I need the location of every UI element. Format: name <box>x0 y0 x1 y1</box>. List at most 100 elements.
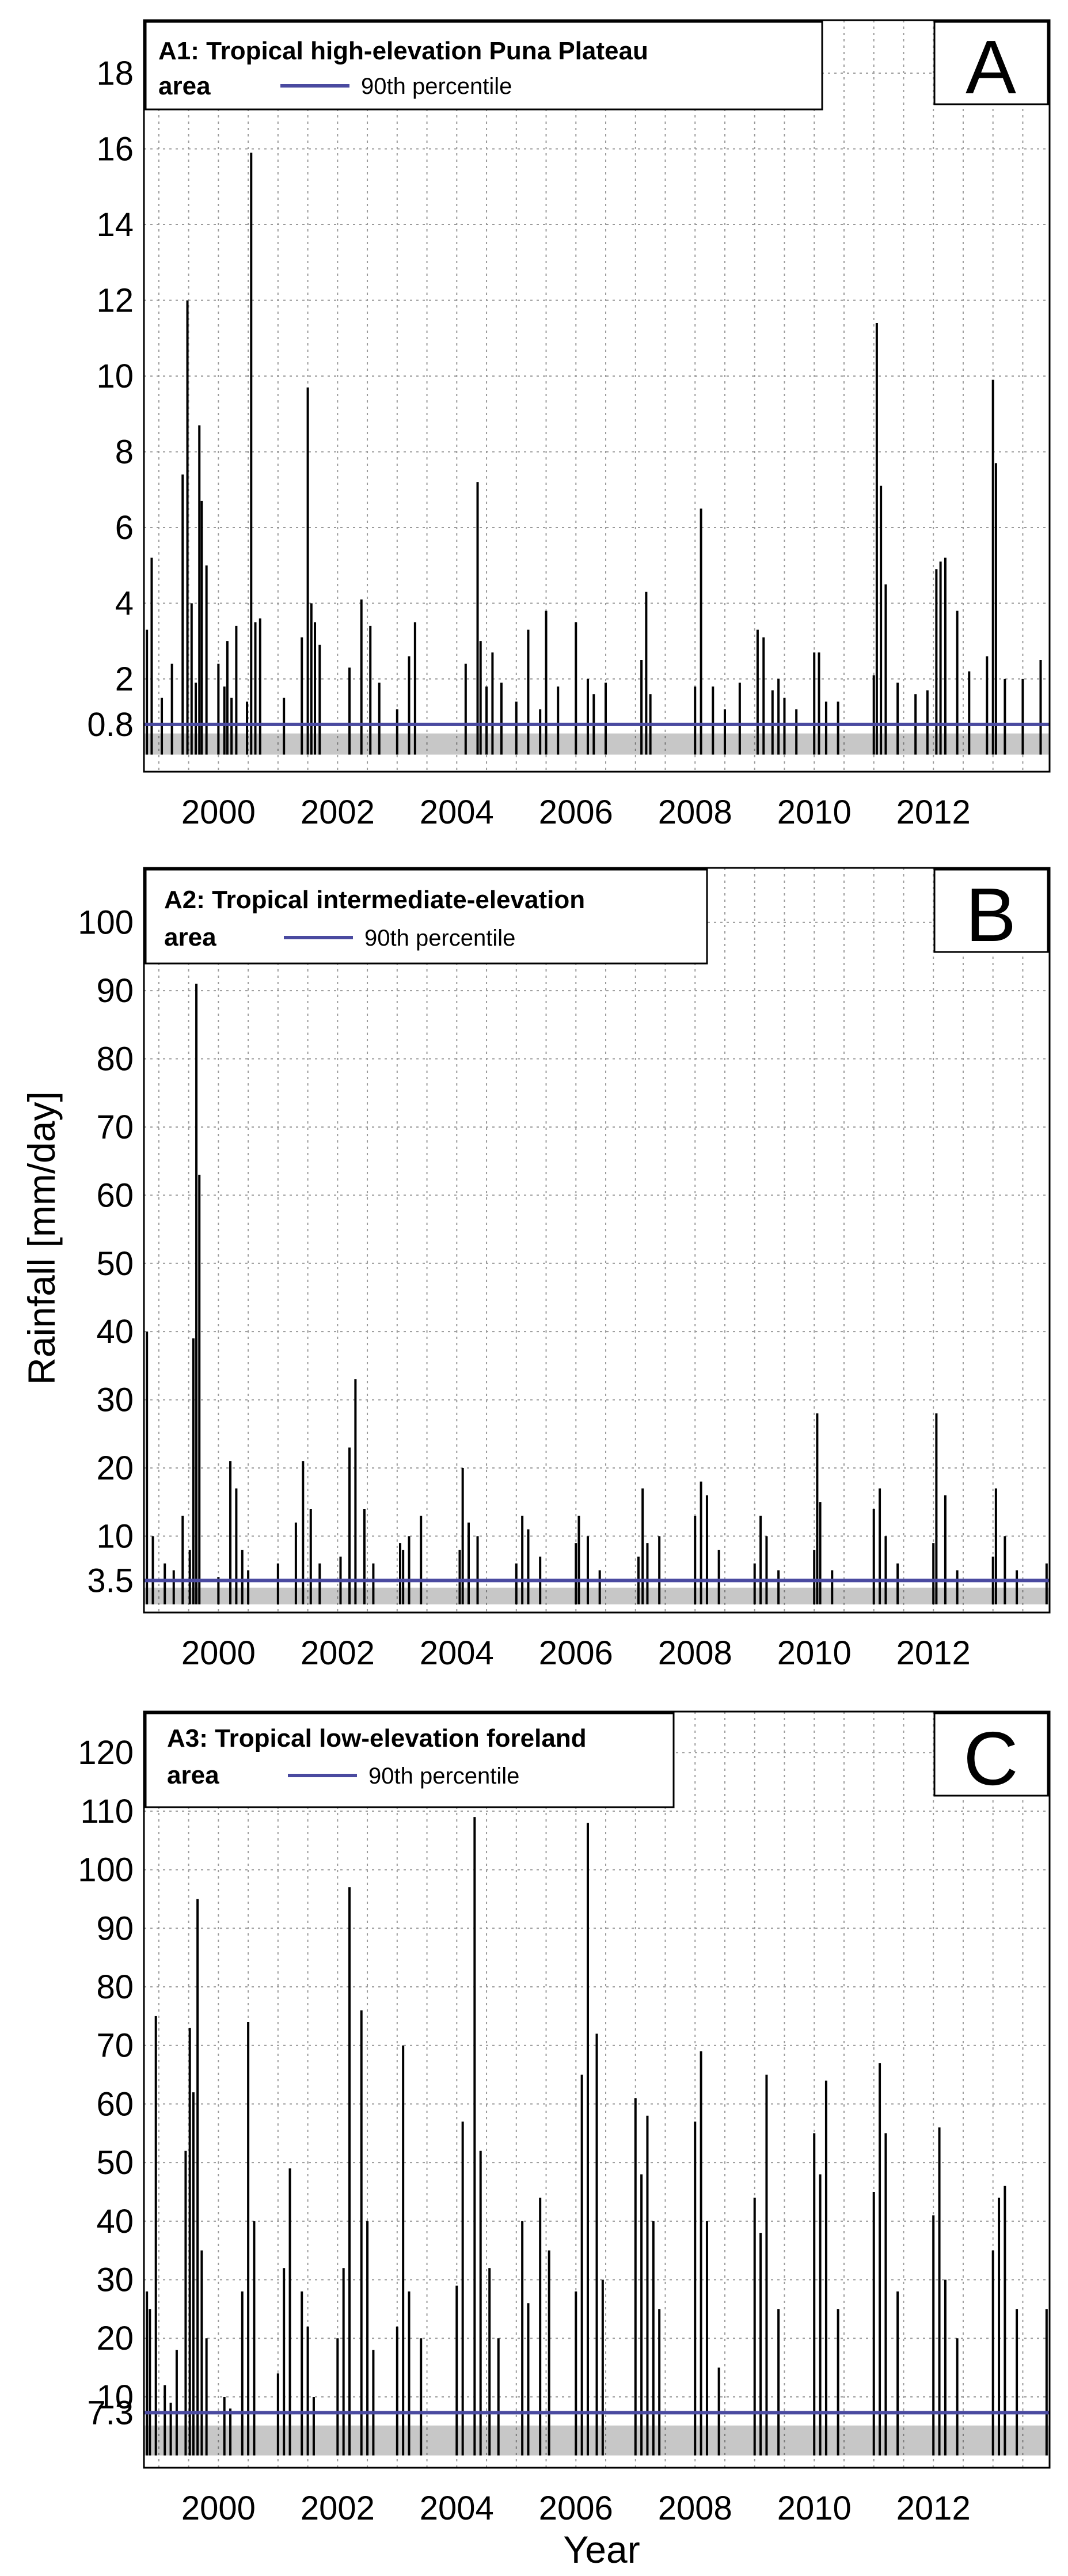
panel-a-title-line2: area <box>158 72 211 100</box>
panel-b-y-tick-label: 50 <box>96 1245 134 1283</box>
panel-c-x-ticks: 2000 2002 2004 2006 2008 2010 2012 <box>181 2490 971 2527</box>
panel-c-title-line2: area <box>167 1761 219 1789</box>
panel-a-y-tick-label: 18 <box>96 55 134 92</box>
panel-a-y-tick-label: 10 <box>96 358 134 395</box>
panel-b-y-tick-label: 20 <box>96 1450 134 1487</box>
panel-a-legend-label: 90th percentile <box>361 74 512 99</box>
panel-a-y-tick-label: 16 <box>96 131 134 168</box>
panel-a-y-tick-label: 6 <box>115 509 134 547</box>
panel-b-low-rainfall-band <box>145 1587 1049 1604</box>
panel-b-x-tick-label: 2010 <box>777 1634 852 1672</box>
panel-c-y-tick-label: 120 <box>78 1734 134 1771</box>
panel-c-x-tick-label: 2000 <box>181 2490 256 2527</box>
panel-c-legend: A3: Tropical low-elevation foreland area… <box>145 1712 675 1808</box>
panel-a-y-tick-label: 2 <box>115 661 134 698</box>
panel-a-y-ticks: 0.8 2 4 6 8 10 12 14 16 18 <box>87 55 134 743</box>
panel-b-x-tick-label: 2004 <box>420 1634 494 1672</box>
panel-c-letter: C <box>963 1716 1018 1801</box>
panel-a-x-tick-label: 2004 <box>420 794 494 831</box>
panel-a-y-tick-label: 8 <box>115 433 134 471</box>
panel-b-y-tick-label: 40 <box>96 1313 134 1350</box>
panel-b-legend: A2: Tropical intermediate-elevation area… <box>145 868 708 965</box>
panel-a-x-ticks: 2000 2002 2004 2006 2008 2010 2012 <box>181 794 971 831</box>
panel-a-title: A1: Tropical high-elevation Puna Plateau <box>158 37 648 65</box>
panel-a-y-tick-label: 12 <box>96 282 134 319</box>
panel-c-y-tick-label: 60 <box>96 2085 134 2123</box>
panel-b-y-ticks: 3.5 10 20 30 40 50 60 70 80 90 100 <box>78 904 134 1600</box>
panel-c-frame <box>143 1710 1051 2469</box>
panel-a-bars <box>145 153 1049 755</box>
panel-c-y-tick-label: 7.3 <box>87 2394 134 2431</box>
panel-b-legend-box <box>145 868 708 965</box>
panel-a-letter-box: A <box>933 21 1049 109</box>
panel-a-x-tick-label: 2006 <box>539 794 613 831</box>
panel-b-title-line2: area <box>164 923 216 951</box>
panel-c-y-tick-label: 40 <box>96 2203 134 2240</box>
panel-c-y-tick-label: 90 <box>96 1910 134 1947</box>
panel-c-letter-frame <box>933 1712 1049 1797</box>
panel-a-legend: A1: Tropical high-elevation Puna Plateau… <box>145 21 823 111</box>
panel-b-y-tick-label: 60 <box>96 1177 134 1214</box>
panel-c-x-tick-label: 2006 <box>539 2490 613 2527</box>
panel-c-y-tick-label: 20 <box>96 2320 134 2357</box>
panel-c-letter-box: C <box>933 1712 1049 1801</box>
panel-a-x-tick-label: 2002 <box>301 794 375 831</box>
panel-c-x-tick-label: 2012 <box>896 2490 971 2527</box>
panel-a-x-tick-label: 2012 <box>896 794 971 831</box>
panel-c-x-tick-label: 2010 <box>777 2490 852 2527</box>
panel-c-x-tick-label: 2008 <box>658 2490 732 2527</box>
panel-b-title: A2: Tropical intermediate-elevation <box>164 886 585 914</box>
panel-a-letter-frame <box>933 21 1049 105</box>
panel-b-letter: B <box>966 872 1016 957</box>
panel-c-y-ticks: 7.310 20 30 40 50 60 70 80 90 100 110 120 <box>78 1734 134 2431</box>
panel-a-legend-box <box>145 21 823 111</box>
panel-b-x-tick-label: 2006 <box>539 1634 613 1672</box>
panel-b-x-tick-label: 2002 <box>301 1634 375 1672</box>
panel-a-x-tick-label: 2000 <box>181 794 256 831</box>
panel-b-frame <box>143 867 1051 1614</box>
panel-b-y-tick-label: 3.5 <box>87 1562 134 1599</box>
panel-c-title: A3: Tropical low-elevation foreland <box>167 1724 587 1752</box>
panel-b-grid <box>144 868 1050 1613</box>
panel-b-x-tick-label: 2008 <box>658 1634 732 1672</box>
panel-b-x-tick-label: 2012 <box>896 1634 971 1672</box>
y-axis-title: Rainfall [mm/day] <box>20 1091 63 1385</box>
panel-a-y-tick-label: 0.8 <box>87 706 134 743</box>
panel-b-y-tick-label: 30 <box>96 1382 134 1419</box>
panel-a-y-tick-label: 14 <box>96 206 134 244</box>
panel-c-y-tick-label: 70 <box>96 2027 134 2065</box>
panel-a-x-tick-label: 2010 <box>777 794 852 831</box>
panel-c-legend-box <box>145 1712 675 1808</box>
panel-c-x-tick-label: 2004 <box>420 2490 494 2527</box>
panel-b-x-tick-label: 2000 <box>181 1634 256 1672</box>
panel-c-y-tick-label: 50 <box>96 2144 134 2182</box>
panel-a-x-tick-label: 2008 <box>658 794 732 831</box>
panel-a-frame <box>143 19 1051 773</box>
panel-b-y-tick-label: 100 <box>78 904 134 942</box>
panel-c-bars <box>145 1817 1049 2456</box>
panel-b-x-ticks: 2000 2002 2004 2006 2008 2010 2012 <box>181 1634 971 1672</box>
x-axis-title: Year <box>563 2528 640 2571</box>
panel-c-x-tick-label: 2002 <box>301 2490 375 2527</box>
panel-c-y-tick-label: 100 <box>78 1852 134 1889</box>
panel-b-y-tick-label: 10 <box>96 1517 134 1555</box>
panel-b-y-tick-label: 70 <box>96 1109 134 1146</box>
panel-c-y-tick-label: 30 <box>96 2262 134 2299</box>
panel-b-y-tick-label: 90 <box>96 972 134 1010</box>
panel-b-letter-frame <box>933 868 1049 953</box>
panel-a-letter: A <box>966 25 1016 109</box>
panel-b-y-tick-label: 80 <box>96 1041 134 1078</box>
panel-b-legend-label: 90th percentile <box>364 925 515 951</box>
panel-a-y-tick-label: 4 <box>115 585 134 622</box>
panel-c-y-tick-label: 80 <box>96 1968 134 2006</box>
panel-c-y-tick-label: 110 <box>81 1793 134 1830</box>
panel-b-letter-box: B <box>933 868 1049 957</box>
panel-c-legend-label: 90th percentile <box>368 1763 519 1789</box>
panel-c-y-tick-label: 10 <box>96 2378 134 2416</box>
panel-a-low-rainfall-band <box>145 733 1049 755</box>
